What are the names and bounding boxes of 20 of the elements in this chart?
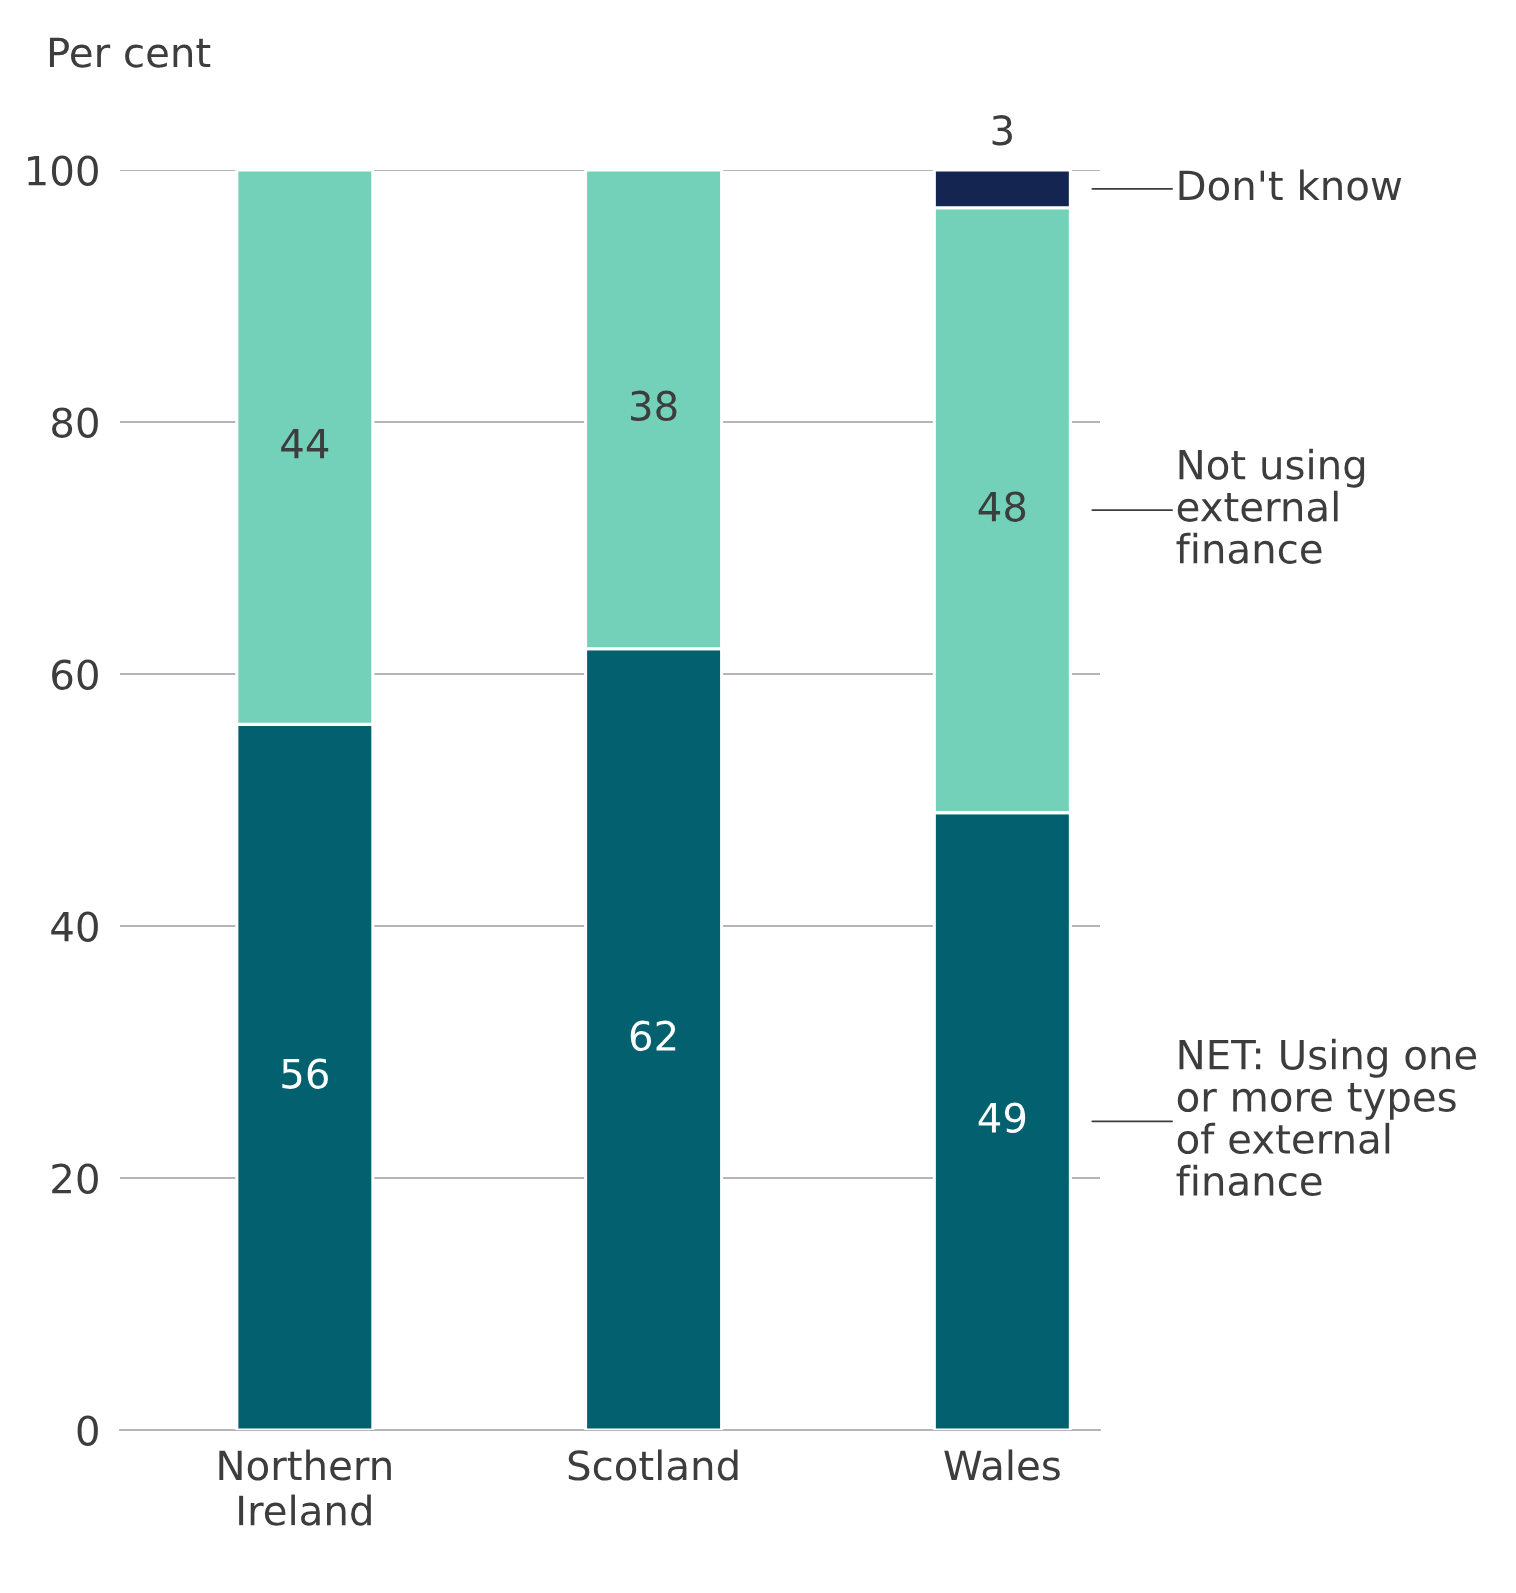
data-label: 3 xyxy=(992,115,1012,146)
y-tick-label: 0 xyxy=(77,1415,98,1446)
x-tick-label: Wales xyxy=(944,1449,1060,1481)
text: Not using external finance xyxy=(1176,448,1365,564)
data-label: 38 xyxy=(631,390,677,422)
data-label: 44 xyxy=(281,428,329,459)
data-label: 49 xyxy=(978,1102,1026,1133)
x-tick-label: Scotland xyxy=(568,1449,738,1481)
y-tick-label: 40 xyxy=(51,911,98,942)
y-tick-label: 100 xyxy=(28,155,98,186)
data-label: 62 xyxy=(630,1020,676,1052)
y-tick-label: 80 xyxy=(52,407,98,438)
y-axis-title: Per cent xyxy=(49,37,211,68)
text: NET: Using one or more types of external finance xyxy=(1176,1038,1477,1197)
data-label: 48 xyxy=(978,491,1026,522)
x-tick-label: Northern Ireland xyxy=(219,1449,391,1526)
text: Don't know xyxy=(1179,169,1402,201)
y-tick-label: 20 xyxy=(52,1163,98,1194)
data-label: 56 xyxy=(282,1058,328,1089)
y-tick-label: 60 xyxy=(52,659,98,690)
